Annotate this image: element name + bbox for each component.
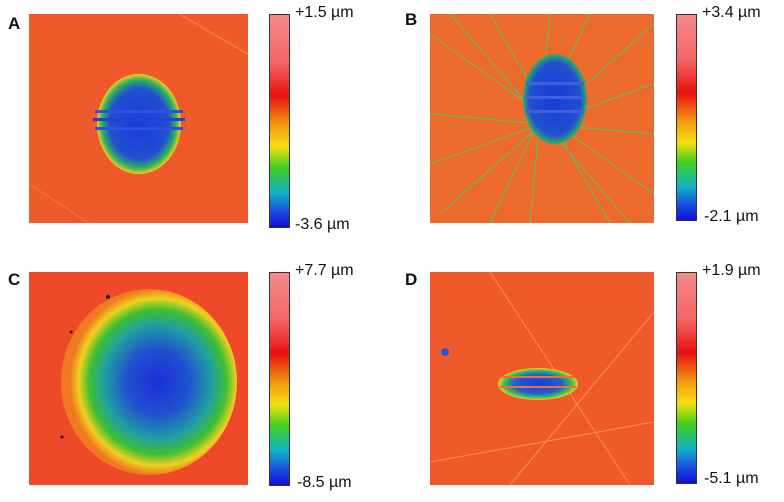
colorbar-a-min: -3.6 µm [295,216,350,233]
colorbar-d-min: -5.1 µm [704,470,759,487]
colorbar-b-min: -2.1 µm [704,208,759,225]
panel-label-b: B [405,10,418,29]
colorbar-c [269,272,290,486]
colorbar-b [676,14,697,221]
panel-label-c: C [8,270,21,289]
colorbar-d [676,272,697,484]
surface-map-c [29,272,248,485]
surface-map-a [29,14,248,223]
surface-map-d [430,272,654,485]
colorbar-c-max: +7.7 µm [295,262,354,279]
colorbar-a-max: +1.5 µm [295,4,354,21]
panel-label-d: D [405,270,418,289]
colorbar-c-min: -8.5 µm [297,474,352,491]
colorbar-a [269,14,290,228]
colorbar-b-max: +3.4 µm [702,4,761,21]
colorbar-d-max: +1.9 µm [702,262,761,279]
surface-map-b [430,14,654,223]
panel-label-a: A [8,14,21,33]
